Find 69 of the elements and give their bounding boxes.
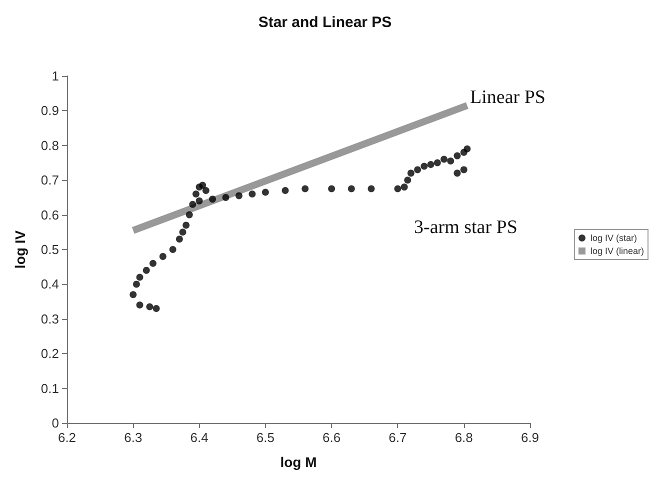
point (248, 190, 256, 198)
point (262, 188, 269, 196)
point (176, 236, 183, 243)
point (136, 302, 144, 309)
y-tick-label: 0.8 (40, 138, 59, 153)
x-tick-label: 6.9 (520, 430, 540, 445)
point (414, 166, 422, 174)
annotation: 3-arm star PS (414, 217, 518, 238)
point (182, 222, 190, 229)
point (142, 266, 150, 274)
point (427, 160, 434, 168)
point (169, 246, 176, 253)
x-tick-label: 6.8 (454, 430, 473, 445)
point (348, 185, 355, 192)
point (146, 303, 154, 310)
point (368, 185, 375, 192)
point (130, 291, 137, 298)
y-tick-label: 0 (52, 416, 59, 430)
point (199, 182, 206, 189)
point (420, 162, 428, 170)
point (447, 158, 454, 165)
y-tick-label: 1 (52, 68, 59, 84)
y-tick-label: 0.9 (40, 103, 59, 118)
y-tick-label: 0.4 (40, 276, 59, 292)
x-tick-label: 6.6 (322, 430, 341, 445)
y-axis-title: log IV (12, 230, 28, 269)
point (302, 185, 309, 192)
point (404, 176, 412, 184)
point (235, 192, 242, 200)
legend-label: log IV (star) (590, 233, 637, 243)
point (454, 152, 461, 160)
point (460, 166, 468, 174)
point (179, 228, 186, 236)
point (394, 185, 402, 192)
point (159, 252, 166, 260)
y-tick-label: 0.6 (40, 207, 59, 222)
x-tick-label: 6.5 (256, 430, 274, 445)
y-tick-label: 0.3 (40, 311, 59, 326)
point (454, 170, 461, 177)
y-tick-label: 0.7 (40, 172, 59, 188)
annotation: Linear PS (470, 87, 546, 108)
x-tick-label: 6.7 (388, 430, 407, 445)
point (186, 211, 193, 218)
point (209, 196, 216, 203)
point (149, 260, 156, 267)
x-tick-label: 6.4 (190, 430, 208, 445)
point (328, 185, 336, 192)
point (196, 197, 203, 204)
point (434, 159, 441, 166)
point (440, 156, 448, 163)
point (282, 187, 289, 194)
y-tick-label: 0.5 (40, 242, 59, 257)
point (400, 184, 408, 191)
point (202, 187, 210, 194)
y-tick-label: 0.1 (40, 380, 59, 396)
x-tick-label: 6.2 (58, 430, 76, 445)
point (192, 190, 200, 198)
point (189, 200, 196, 208)
point (132, 280, 140, 288)
point (222, 194, 230, 201)
point (464, 145, 471, 152)
x-axis-title: log M (280, 454, 317, 470)
point (407, 170, 414, 177)
chart-title: Star and Linear PS (258, 14, 392, 31)
y-tick-label: 0.2 (40, 346, 59, 362)
x-tick-label: 6.3 (124, 430, 142, 445)
legend-label: log IV (linear) (590, 246, 644, 256)
point (152, 304, 160, 312)
point (136, 274, 144, 281)
